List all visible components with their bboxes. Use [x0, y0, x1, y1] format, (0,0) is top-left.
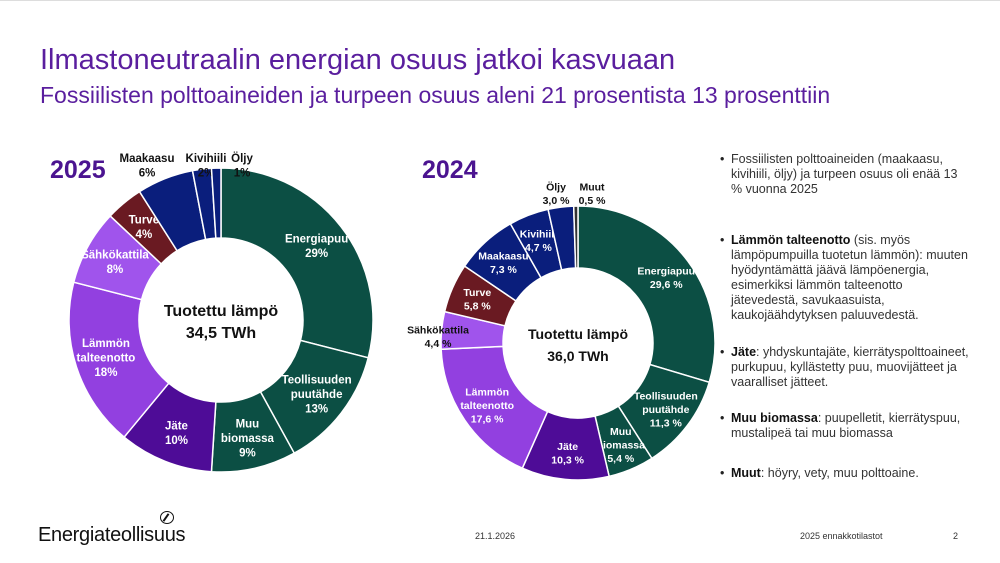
- logo-mark-icon: [160, 511, 174, 524]
- slice-value-label: 5,4 %: [607, 453, 635, 465]
- bullet-heat-recovery: Lämmön talteenotto (sis. myös lämpöpumpu…: [720, 233, 971, 323]
- slice-name-label: puutähde: [291, 389, 343, 401]
- slice-muut: [572, 205, 579, 269]
- slice-name-label: Muut: [579, 181, 605, 193]
- slice-name-label: Energiapuu: [285, 234, 348, 246]
- slice-name-label: Kivihiili: [186, 153, 227, 165]
- page-number: 2: [953, 531, 959, 541]
- top-divider: [0, 0, 1000, 1]
- slice-value-label: 5,8 %: [464, 301, 492, 313]
- slice-energiapuu: [220, 167, 374, 359]
- center-label: Tuotettu lämpö: [528, 326, 628, 342]
- slice-value-label: 0,5 %: [579, 195, 607, 207]
- slice-name-label: Sähkökattila: [81, 249, 149, 261]
- slice-name-label: Muu: [610, 426, 632, 438]
- bullet-other-biomass: Muu biomassa: puupelletit, kierrätyspuu,…: [720, 411, 971, 441]
- slice-name-label: Maakaasu: [120, 153, 175, 165]
- slice-value-label: 13%: [305, 404, 328, 416]
- slice-value-label: 4,7 %: [525, 242, 553, 254]
- bullet-fossil: Fossiilisten polttoaineiden (maakaasu, k…: [720, 152, 971, 197]
- slice-name-label: biomassa: [597, 439, 646, 451]
- slice-value-label: 3,0 %: [543, 195, 571, 207]
- footer-source: 2025 ennakkotilastot: [800, 531, 883, 541]
- year-2024-label: 2024: [422, 156, 478, 184]
- bullet-other: Muut: höyry, vety, muu polttoaine.: [720, 466, 971, 481]
- slice-name-label: Jäte: [557, 441, 578, 453]
- slice-value-label: 10,3 %: [551, 454, 584, 466]
- slice-value-label: 7,3 %: [490, 264, 518, 276]
- slice-value-label: 8%: [107, 264, 124, 276]
- center-total-value: 36,0 TWh: [547, 348, 608, 364]
- slice-name-label: biomassa: [221, 433, 275, 445]
- slice-name-label: Energiapuu: [637, 266, 695, 278]
- slice-name-label: Öljy: [546, 180, 566, 193]
- slice-value-label: 10%: [165, 435, 188, 447]
- bullet-waste: Jäte: yhdyskuntajäte, kierrätyspolttoain…: [720, 345, 971, 390]
- slice-name-label: Turve: [129, 215, 159, 227]
- slice-name-label: Teollisuuden: [634, 391, 698, 403]
- slice-value-label: 4,4 %: [425, 338, 453, 350]
- slice-value-label: 9%: [239, 448, 256, 460]
- slice-value-label: 4%: [136, 229, 153, 241]
- slice-name-label: Jäte: [165, 420, 188, 432]
- slice-value-label: 29%: [305, 248, 328, 260]
- slide-subtitle: Fossiilisten polttoaineiden ja turpeen o…: [40, 82, 831, 108]
- slice-öljy: [210, 167, 222, 239]
- slice-name-label: Teollisuuden: [282, 375, 352, 387]
- slice-value-label: 11,3 %: [650, 418, 683, 430]
- slice-value-label: 1%: [234, 167, 251, 179]
- slice-name-label: talteenotto: [77, 352, 136, 364]
- slice-energiapuu: [577, 205, 716, 384]
- year-2025-label: 2025: [50, 156, 106, 184]
- slice-value-label: 18%: [94, 367, 117, 379]
- slice-name-label: Lämmön: [465, 387, 509, 399]
- center-label: Tuotettu lämpö: [164, 303, 279, 320]
- slice-name-label: Kivihiili: [520, 229, 557, 241]
- slice-name-label: talteenotto: [460, 400, 514, 412]
- slide-title: Ilmastoneutraalin energian osuus jatkoi …: [40, 44, 676, 76]
- slice-name-label: Turve: [463, 287, 491, 299]
- slice-name-label: Muu: [236, 419, 260, 431]
- slice-value-label: 6%: [139, 167, 156, 179]
- slice-name-label: Öljy: [231, 152, 253, 165]
- slice-value-label: 17,6 %: [471, 414, 504, 426]
- slice-name-label: puutähde: [642, 404, 689, 416]
- slice-value-label: 2%: [198, 167, 215, 179]
- footer-date: 21.1.2026: [475, 531, 516, 541]
- slice-name-label: Sähkökattila: [407, 324, 469, 336]
- slice-name-label: Lämmön: [82, 338, 130, 350]
- center-total-value: 34,5 TWh: [186, 325, 256, 342]
- slice-name-label: Maakaasu: [478, 250, 528, 262]
- slice-value-label: 29,6 %: [650, 279, 683, 291]
- company-logo: Energiateollisuus: [38, 524, 186, 546]
